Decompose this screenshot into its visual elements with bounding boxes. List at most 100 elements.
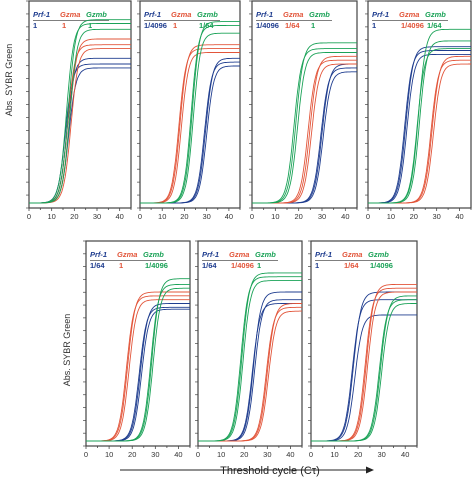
x-tick-label: 40 bbox=[225, 212, 233, 221]
amplification-curve bbox=[86, 295, 190, 442]
legend-dilution-label: 1/64 bbox=[344, 261, 359, 270]
x-tick-label: 30 bbox=[151, 450, 159, 459]
legend-dilution-label: 1/64 bbox=[202, 261, 217, 270]
legend-gene-label: Prf-1 bbox=[256, 10, 273, 19]
legend-dilution-label: 1/4096 bbox=[401, 21, 424, 30]
amplification-curve bbox=[368, 63, 471, 204]
x-tick-label: 30 bbox=[432, 212, 440, 221]
amplification-curve bbox=[29, 48, 131, 204]
x-tick-label: 10 bbox=[330, 450, 338, 459]
amplification-curve bbox=[140, 24, 240, 204]
amplification-curve bbox=[311, 291, 417, 442]
legend-dilution-label: 1 bbox=[257, 261, 261, 270]
x-tick-label: 40 bbox=[401, 450, 409, 459]
legend-gene-label: Prf-1 bbox=[372, 10, 389, 19]
legend-dilution-label: 1 bbox=[62, 21, 66, 30]
x-tick-label: 40 bbox=[174, 450, 182, 459]
legend-gene-label: Gzmb bbox=[425, 10, 446, 19]
x-tick-label: 10 bbox=[105, 450, 113, 459]
x-tick-label: 20 bbox=[70, 212, 78, 221]
x-tick-label: 30 bbox=[263, 450, 271, 459]
x-tick-label: 20 bbox=[294, 212, 302, 221]
x-tick-label: 40 bbox=[341, 212, 349, 221]
amplification-curve bbox=[252, 63, 357, 204]
legend-dilution-label: 1/4096 bbox=[231, 261, 254, 270]
x-tick-label: 10 bbox=[158, 212, 166, 221]
amplification-curve bbox=[252, 55, 357, 204]
legend-gene-label: Gzma bbox=[60, 10, 80, 19]
legend-gene-label: Gzma bbox=[399, 10, 419, 19]
x-tick-label: 10 bbox=[271, 212, 279, 221]
amplification-curve bbox=[311, 295, 418, 442]
legend-dilution-label: 1 bbox=[88, 21, 92, 30]
x-axis-arrow-head bbox=[366, 466, 374, 474]
legend-dilution-label: 1 bbox=[315, 261, 319, 270]
legend-dilution-label: 1/4096 bbox=[144, 21, 167, 30]
legend-dilution-label: 1/4096 bbox=[370, 261, 393, 270]
legend-dilution-label: 1 bbox=[33, 21, 37, 30]
amplification-curve bbox=[86, 278, 190, 442]
amplification-curve bbox=[198, 303, 302, 442]
panel-frame bbox=[310, 240, 418, 447]
amplification-curve bbox=[198, 291, 302, 442]
x-tick-label: 10 bbox=[387, 212, 395, 221]
x-tick-label: 0 bbox=[250, 212, 254, 221]
amplification-curve bbox=[368, 59, 471, 204]
x-tick-label: 0 bbox=[309, 450, 313, 459]
panel-frame bbox=[139, 0, 241, 209]
legend-dilution-label: 1 bbox=[372, 21, 376, 30]
x-tick-label: 30 bbox=[93, 212, 101, 221]
x-tick-label: 10 bbox=[217, 450, 225, 459]
legend-gene-label: Gzma bbox=[283, 10, 303, 19]
x-tick-label: 20 bbox=[240, 450, 248, 459]
x-tick-label: 30 bbox=[377, 450, 385, 459]
amplification-curve bbox=[86, 287, 190, 442]
qpcr-panel: 0 10 20 30 40 Prf-1 1/64 Gzma 1 Gzmb 1/4096 bbox=[83, 240, 191, 459]
amplification-curve bbox=[311, 291, 417, 442]
x-tick-label: 20 bbox=[354, 450, 362, 459]
legend-gene-label: Prf-1 bbox=[33, 10, 50, 19]
qpcr-panel: 0 10 20 30 40 Prf-1 1 Gzma 1 Gzmb 1 bbox=[26, 0, 132, 221]
qpcr-panel: 0 10 20 30 40 Prf-1 1/4096 Gzma 1 Gzmb 1/64 bbox=[137, 0, 241, 221]
y-axis-label-top: Abs. SYBR Green bbox=[4, 44, 14, 117]
amplification-curve bbox=[368, 55, 471, 204]
x-tick-label: 0 bbox=[84, 450, 88, 459]
legend-gene-label: Prf-1 bbox=[202, 250, 219, 259]
legend-gene-label: Gzmb bbox=[143, 250, 164, 259]
legend-gene-label: Gzmb bbox=[368, 250, 389, 259]
x-tick-label: 0 bbox=[138, 212, 142, 221]
amplification-curve bbox=[368, 28, 471, 204]
legend-dilution-label: 1/4096 bbox=[145, 261, 168, 270]
x-tick-label: 40 bbox=[455, 212, 463, 221]
amplification-curve bbox=[198, 280, 302, 442]
x-tick-label: 20 bbox=[128, 450, 136, 459]
legend-gene-label: Prf-1 bbox=[144, 10, 161, 19]
amplification-curve bbox=[252, 59, 357, 204]
amplification-curve bbox=[86, 291, 190, 442]
panel-frame bbox=[85, 240, 191, 447]
amplification-curve bbox=[252, 63, 357, 204]
legend-dilution-label: 1/64 bbox=[285, 21, 300, 30]
qpcr-panel: 0 10 20 30 40 Prf-1 1 Gzma 1/64 Gzmb 1/4096 bbox=[308, 240, 418, 459]
legend-gene-label: Gzmb bbox=[309, 10, 330, 19]
amplification-curve bbox=[198, 303, 302, 442]
amplification-curve bbox=[311, 299, 417, 442]
legend-gene-label: Gzma bbox=[117, 250, 137, 259]
amplification-curve bbox=[368, 53, 471, 204]
amplification-curve bbox=[86, 308, 190, 442]
legend-dilution-label: 1 bbox=[311, 21, 315, 30]
amplification-curve bbox=[86, 283, 190, 442]
amplification-curve bbox=[252, 42, 357, 204]
amplification-curve bbox=[29, 67, 131, 204]
legend-gene-label: Gzmb bbox=[86, 10, 107, 19]
panel-frame bbox=[28, 0, 132, 209]
amplification-curve bbox=[198, 310, 302, 442]
amplification-curve bbox=[198, 272, 302, 442]
legend-gene-label: Gzma bbox=[229, 250, 249, 259]
x-tick-label: 30 bbox=[202, 212, 210, 221]
legend-gene-label: Gzma bbox=[342, 250, 362, 259]
qpcr-panel: 0 10 20 30 40 Prf-1 1/4096 Gzma 1/64 Gzmb 1 bbox=[249, 0, 358, 221]
